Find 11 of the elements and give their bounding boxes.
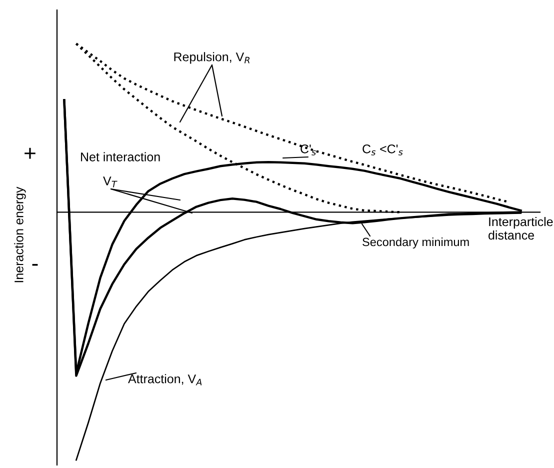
- x-axis-title: Interparticle distance: [488, 217, 553, 240]
- y-axis-title: Ineraction energy: [14, 186, 26, 282]
- annotation: Attraction, V$_{A}$: [128, 374, 202, 386]
- text: -: [32, 264, 38, 266]
- annotation: Repulsion, V$_{R}$: [174, 52, 250, 64]
- annotation: C'$_{s}$: [300, 144, 316, 156]
- annotation: Secondary minimum: [362, 237, 469, 249]
- text: +: [24, 148, 36, 159]
- annotation: Net interaction: [81, 152, 160, 162]
- annotation: V$_{T}$: [103, 176, 118, 188]
- annotation: C$_{s}$ <C'$_{s}$: [362, 144, 403, 156]
